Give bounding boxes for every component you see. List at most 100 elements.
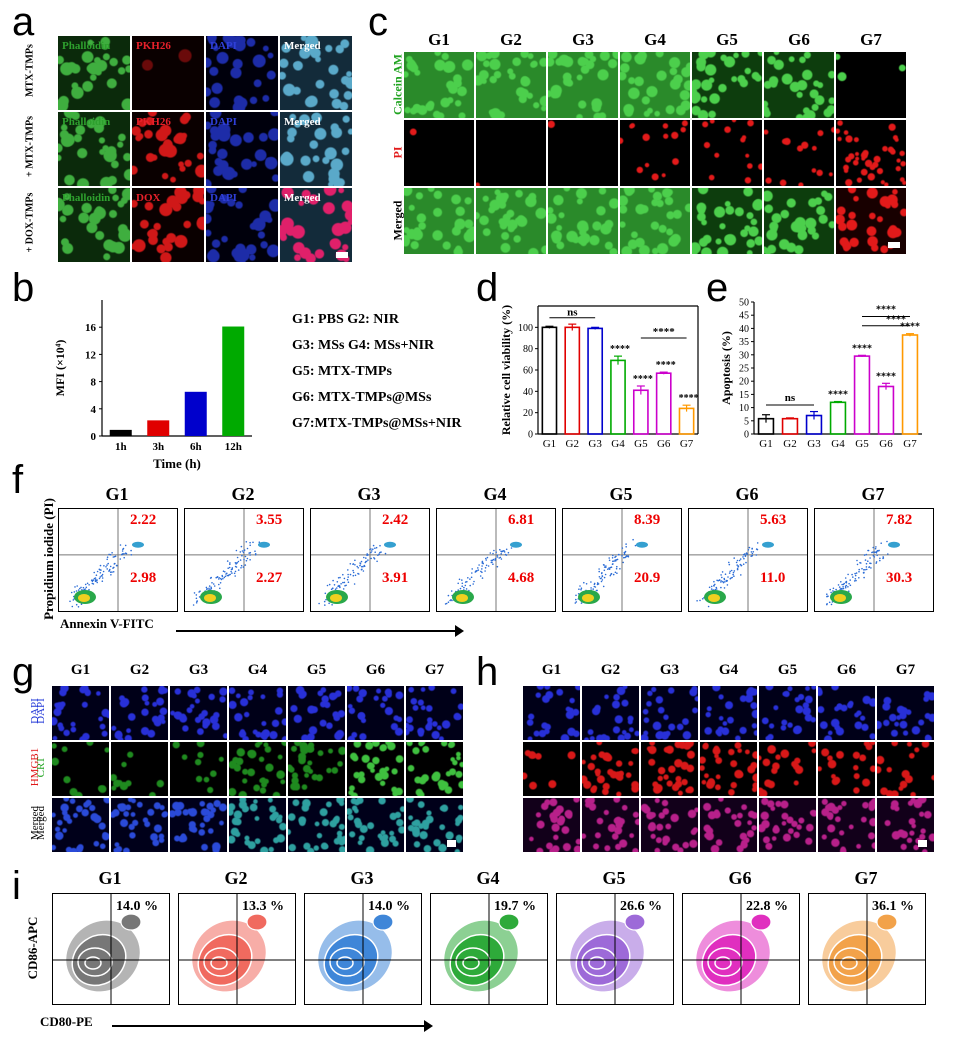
f-event [625,546,627,548]
panel-f-upper-1: 3.55 [256,512,283,528]
f-event [331,604,333,606]
f-event [130,554,133,556]
panel-c-header-0: G1 [428,30,450,49]
478-tile-0-6 [877,686,934,740]
b-xtick-label: 3h [152,441,164,453]
f-event [124,544,127,547]
f-event [370,551,372,554]
legend-line-3: G6: MTX-TMPs@MSs [292,390,432,405]
f-event [229,573,231,576]
panel-c-tile-1-5 [764,120,834,186]
f-event [457,582,459,585]
f-event [733,575,735,577]
panel-i-plot-5 [682,893,800,1005]
g-tile-2-3 [229,798,286,852]
panel-b-chart: 0 4 8 12 16 1h 3h 6h 12h MFI (×10⁴) Time (h) [53,300,252,471]
f-event [745,561,747,564]
g-header-4: G5 [306,662,327,678]
f-event [696,600,698,602]
f-event [485,559,487,561]
f-event [494,559,496,561]
b-bar [147,420,170,436]
f-event [374,547,376,549]
f-event [80,603,83,605]
panel-c-tile-2-0 [404,188,474,254]
panel-f-upper-6: 7.82 [886,512,913,528]
d-xtick-label: G1 [543,438,556,450]
panel-c-header-6: G7 [860,30,882,49]
f-event [842,587,845,590]
f-event [82,586,85,589]
f-event [579,585,581,587]
f-event [347,581,350,583]
f-event [249,541,251,544]
panel-i-plot-1 [178,893,296,1005]
f-event [863,572,865,574]
panel-a-tile-label-2-2: DAPI [210,192,237,204]
f-event [841,587,843,590]
478-header-4: G5 [777,662,798,678]
f-event [212,583,215,585]
f-event [110,574,112,576]
478-tile-2-1 [582,798,639,852]
f-event [863,554,866,556]
f-event [362,570,365,572]
f-event [854,578,857,580]
e-bar [829,401,847,435]
f-event [481,565,483,567]
f-event [724,581,726,583]
panel-f-svg-0 [59,509,177,611]
f-event [377,554,379,556]
f-event [499,556,502,559]
f-event [464,584,467,587]
f-event [74,586,76,588]
f-event [106,558,108,561]
f-event [826,593,828,595]
e-sig-label-1: **** [876,305,896,316]
panel-f-lower-4: 20.9 [634,570,661,586]
panel-c-tile-0-5 [764,52,834,118]
f-event [723,587,726,589]
f-event [372,544,375,547]
d-star-label: **** [610,344,630,355]
f-event [721,576,723,579]
f-event [852,576,854,578]
d-bar [541,326,558,435]
f-density-peak [582,594,594,602]
f-event [843,582,845,585]
f-event [861,567,863,570]
f-event [728,572,731,574]
f-event [342,573,344,576]
panel-f-lower-3: 4.68 [508,570,535,586]
f-event [485,557,487,560]
f-event [728,563,731,566]
f-event [495,551,497,553]
f-event [844,577,847,579]
panel-i-svg-5 [683,894,799,1004]
g-tile-1-1 [111,742,168,796]
f-event [328,602,330,605]
f-event [243,558,245,561]
f-event [747,549,750,551]
f-late-cluster [132,541,144,548]
f-event [88,584,90,586]
f-event [354,564,356,566]
f-event [323,600,326,603]
f-event [242,551,245,554]
f-event [732,571,735,574]
panel-c-tile-0-2 [548,52,618,118]
f-event [593,582,596,585]
f-event [246,547,249,550]
f-event [254,550,256,552]
panel-a-tile-label-1-3: Merged [284,116,321,128]
panel-f-header-1: G2 [231,484,255,504]
f-event [332,579,334,582]
f-event [245,541,248,543]
f-event [345,584,347,587]
f-event [878,549,880,552]
f-event [101,577,104,579]
b-xtick-label: 1h [115,441,127,453]
f-event [229,563,231,566]
f-event [254,554,257,556]
f-event [500,558,503,560]
